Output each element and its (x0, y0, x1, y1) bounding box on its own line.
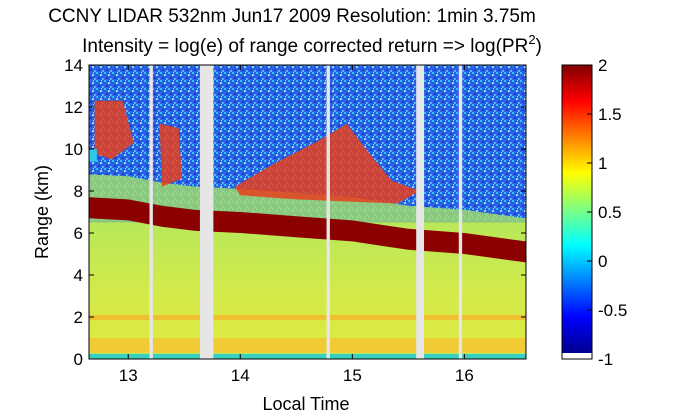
data-gap-bar (416, 65, 425, 359)
colorbar-tick-label: 1.5 (598, 105, 622, 124)
surface-band (89, 353, 526, 359)
y-tick-label: 4 (74, 266, 83, 285)
y-tick-label: 6 (74, 224, 83, 243)
cloud-plume (94, 100, 134, 160)
plot-area (89, 65, 526, 359)
subtitle-prefix: Intensity = log(e) of range corrected re… (82, 36, 528, 57)
colorbar-tick-label: 2 (598, 56, 607, 75)
y-axis-label: Range (km) (32, 165, 52, 259)
colorbar-tick-label: -1 (598, 350, 613, 369)
data-gap-bar (326, 65, 330, 359)
subtitle-superscript: 2 (528, 32, 535, 47)
y-tick-label: 2 (74, 308, 83, 327)
y-axis: 0 2 4 6 8 10 12 14 (64, 56, 526, 369)
y-tick-label: 12 (64, 98, 83, 117)
colorbar-axis: 2 1.5 1 0.5 0 -0.5 -1 (587, 56, 627, 369)
cloud-plume (159, 123, 183, 187)
colorbar-null-swatch (562, 353, 592, 359)
chart-title: CCNY LIDAR 532nm Jun17 2009 Resolution: … (48, 6, 536, 27)
x-tick-label: 13 (119, 366, 138, 385)
cloud-gap (89, 149, 97, 162)
colorbar-tick-label: 0 (598, 252, 607, 271)
x-tick-label: 16 (455, 366, 474, 385)
colorbar-tick-label: 1 (598, 154, 607, 173)
x-axis: 13 14 15 16 (119, 65, 474, 385)
x-tick-label: 15 (343, 366, 362, 385)
plot-frame (88, 64, 527, 360)
data-gap-bar (199, 65, 214, 359)
data-gap-bar (458, 65, 463, 359)
colorbar-gradient (562, 65, 592, 353)
y-tick-label: 8 (74, 182, 83, 201)
subtitle-suffix: ) (536, 36, 542, 57)
y-tick-label: 0 (74, 350, 83, 369)
x-axis-label: Local Time (262, 394, 349, 414)
data-gap-bar (149, 65, 153, 359)
y-tick-label: 14 (64, 56, 83, 75)
chart-subtitle: Intensity = log(e) of range corrected re… (82, 32, 542, 57)
y-tick-label: 10 (64, 140, 83, 159)
aerosol-band-2km (89, 314, 526, 321)
x-tick-label: 14 (231, 366, 250, 385)
colorbar-tick-label: 0.5 (598, 203, 622, 222)
colorbar-tick-label: -0.5 (598, 301, 627, 320)
